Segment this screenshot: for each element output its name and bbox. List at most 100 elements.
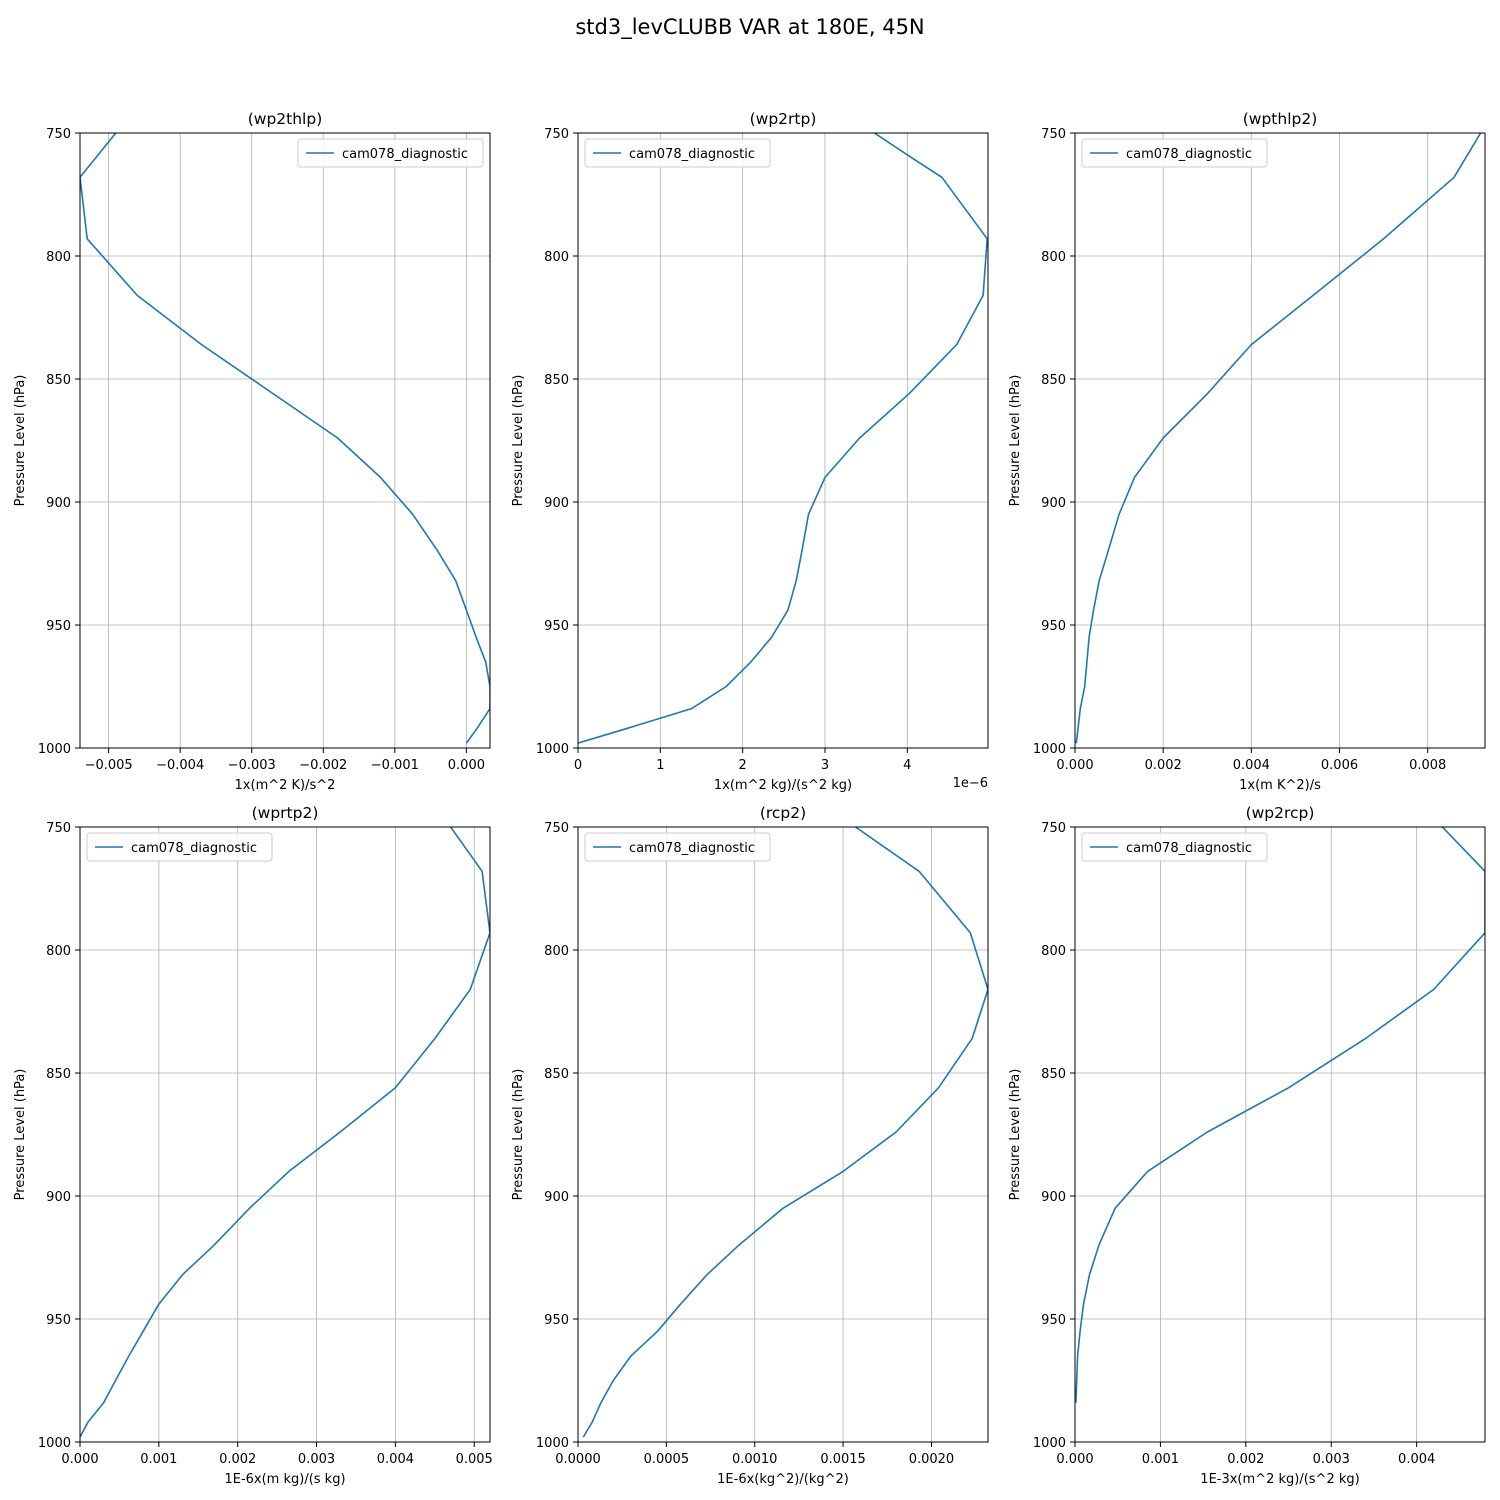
x-tick-label: 0.006	[1321, 758, 1358, 773]
legend-label: cam078_diagnostic	[1126, 147, 1252, 162]
y-axis-label: Pressure Level (hPa)	[13, 375, 28, 507]
series-line	[80, 827, 490, 1438]
x-offset-text: 1e−6	[953, 776, 988, 791]
y-tick-label: 800	[46, 250, 71, 265]
subplot-title: (wp2rcp)	[1246, 804, 1315, 822]
y-tick-label: 950	[46, 619, 71, 634]
x-axis-label: 1x(m K^2)/s	[1239, 778, 1321, 793]
series-line	[578, 133, 988, 744]
legend-box	[1081, 832, 1268, 862]
y-tick-label: 1000	[38, 1436, 71, 1451]
x-tick-label: 0.000	[1056, 1452, 1093, 1467]
chart-panel-2: 0 1 2 3 4 750 800 850 900 950 1000 (wp2rtp) 1x(m^2 k…	[511, 110, 989, 793]
x-tick-label: 0.0005	[644, 1452, 690, 1467]
legend-box	[1081, 138, 1268, 168]
x-tick-label: 0.0000	[555, 1452, 601, 1467]
subplot-title: (rcp2)	[760, 804, 806, 822]
x-tick-label: 0.002	[1145, 758, 1182, 773]
x-tick-label: 0.004	[377, 1452, 414, 1467]
y-tick-label: 850	[1041, 373, 1066, 388]
series-line	[582, 827, 988, 1438]
x-tick-label: −0.004	[156, 758, 204, 773]
plot-frame	[79, 132, 491, 749]
y-tick-label: 850	[1041, 1067, 1066, 1082]
y-tick-label: 1000	[1033, 1436, 1066, 1451]
legend-label: cam078_diagnostic	[629, 147, 755, 162]
y-tick-label: 850	[46, 373, 71, 388]
x-axis-label: 1E-6x(kg^2)/(kg^2)	[717, 1472, 849, 1487]
chart-panel-5: 0.0000 0.0005 0.0010 0.0015 0.0020 750 800 850 9…	[511, 804, 989, 1487]
chart-panel-1: −0.005 −0.004 −0.003 −0.002 −0.001 0.000 750 80…	[13, 110, 491, 793]
series-line	[1075, 133, 1482, 744]
x-tick-label: 0.002	[1227, 1452, 1264, 1467]
y-axis-label: Pressure Level (hPa)	[511, 375, 526, 507]
y-tick-label: 950	[544, 1313, 569, 1328]
y-tick-label: 950	[46, 1313, 71, 1328]
x-tick-label: 0.0010	[732, 1452, 778, 1467]
subplot-title: (wp2rtp)	[750, 110, 817, 128]
x-tick-label: 0.005	[456, 1452, 493, 1467]
x-tick-label: 0.008	[1409, 758, 1446, 773]
y-tick-label: 1000	[38, 742, 71, 757]
y-tick-label: 750	[46, 821, 71, 836]
plot-frame	[1074, 132, 1486, 749]
legend-box	[584, 138, 771, 168]
subplot-title: (wp2thlp)	[248, 110, 323, 128]
y-tick-label: 900	[544, 1190, 569, 1205]
legend-label: cam078_diagnostic	[1126, 841, 1252, 856]
y-tick-label: 850	[46, 1067, 71, 1082]
y-tick-label: 800	[1041, 250, 1066, 265]
x-tick-label: 0.0020	[909, 1452, 955, 1467]
y-axis-label: Pressure Level (hPa)	[13, 1069, 28, 1201]
x-tick-label: 0.0015	[820, 1452, 866, 1467]
y-tick-label: 800	[1041, 944, 1066, 959]
x-tick-label: 0.003	[298, 1452, 335, 1467]
x-tick-label: 0	[574, 758, 582, 773]
chart-panel-4: 0.000 0.001 0.002 0.003 0.004 0.005 750 800 850 9…	[13, 804, 493, 1487]
y-tick-label: 800	[544, 250, 569, 265]
x-tick-label: 3	[821, 758, 829, 773]
x-tick-label: −0.003	[228, 758, 276, 773]
x-tick-label: 4	[903, 758, 911, 773]
plot-frame	[577, 132, 989, 749]
chart-panel-6: 0.000 0.001 0.002 0.003 0.004 750 800 850 900 950…	[1008, 804, 1486, 1487]
x-tick-label: 0.000	[448, 758, 485, 773]
legend-label: cam078_diagnostic	[629, 841, 755, 856]
x-tick-label: 0.002	[219, 1452, 256, 1467]
x-tick-label: 0.003	[1313, 1452, 1350, 1467]
y-tick-label: 800	[46, 944, 71, 959]
x-tick-label: 2	[739, 758, 747, 773]
y-tick-label: 850	[544, 373, 569, 388]
y-axis-label: Pressure Level (hPa)	[511, 1069, 526, 1201]
legend-label: cam078_diagnostic	[131, 841, 257, 856]
x-axis-label: 1E-3x(m^2 kg)/(s^2 kg)	[1200, 1472, 1359, 1487]
y-tick-label: 900	[46, 1190, 71, 1205]
y-tick-label: 950	[544, 619, 569, 634]
legend-label: cam078_diagnostic	[342, 147, 468, 162]
x-axis-label: 1E-6x(m kg)/(s kg)	[224, 1472, 345, 1487]
legend: cam078_diagnostic	[1081, 138, 1268, 168]
chart-panel-3: 0.000 0.002 0.004 0.006 0.008 750 800 850 900 950…	[1008, 110, 1486, 793]
x-tick-label: 0.001	[1142, 1452, 1179, 1467]
legend: cam078_diagnostic	[86, 832, 273, 862]
y-tick-label: 800	[544, 944, 569, 959]
figure-title: std3_levCLUBB VAR at 180E, 45N	[575, 15, 925, 39]
legend: cam078_diagnostic	[297, 138, 484, 168]
y-tick-label: 950	[1041, 1313, 1066, 1328]
y-axis-label: Pressure Level (hPa)	[1008, 1069, 1023, 1201]
plot-frame	[79, 826, 491, 1443]
legend: cam078_diagnostic	[584, 138, 771, 168]
x-tick-label: −0.005	[85, 758, 133, 773]
x-tick-label: 0.004	[1233, 758, 1270, 773]
y-tick-label: 750	[544, 821, 569, 836]
legend-box	[297, 138, 484, 168]
x-tick-label: 1	[656, 758, 664, 773]
plot-frame	[577, 826, 989, 1443]
y-tick-label: 1000	[1033, 742, 1066, 757]
x-tick-label: 0.004	[1398, 1452, 1435, 1467]
x-axis-label: 1x(m^2 K)/s^2	[235, 778, 336, 793]
legend-box	[584, 832, 771, 862]
y-tick-label: 900	[1041, 1190, 1066, 1205]
x-tick-label: 0.000	[1056, 758, 1093, 773]
